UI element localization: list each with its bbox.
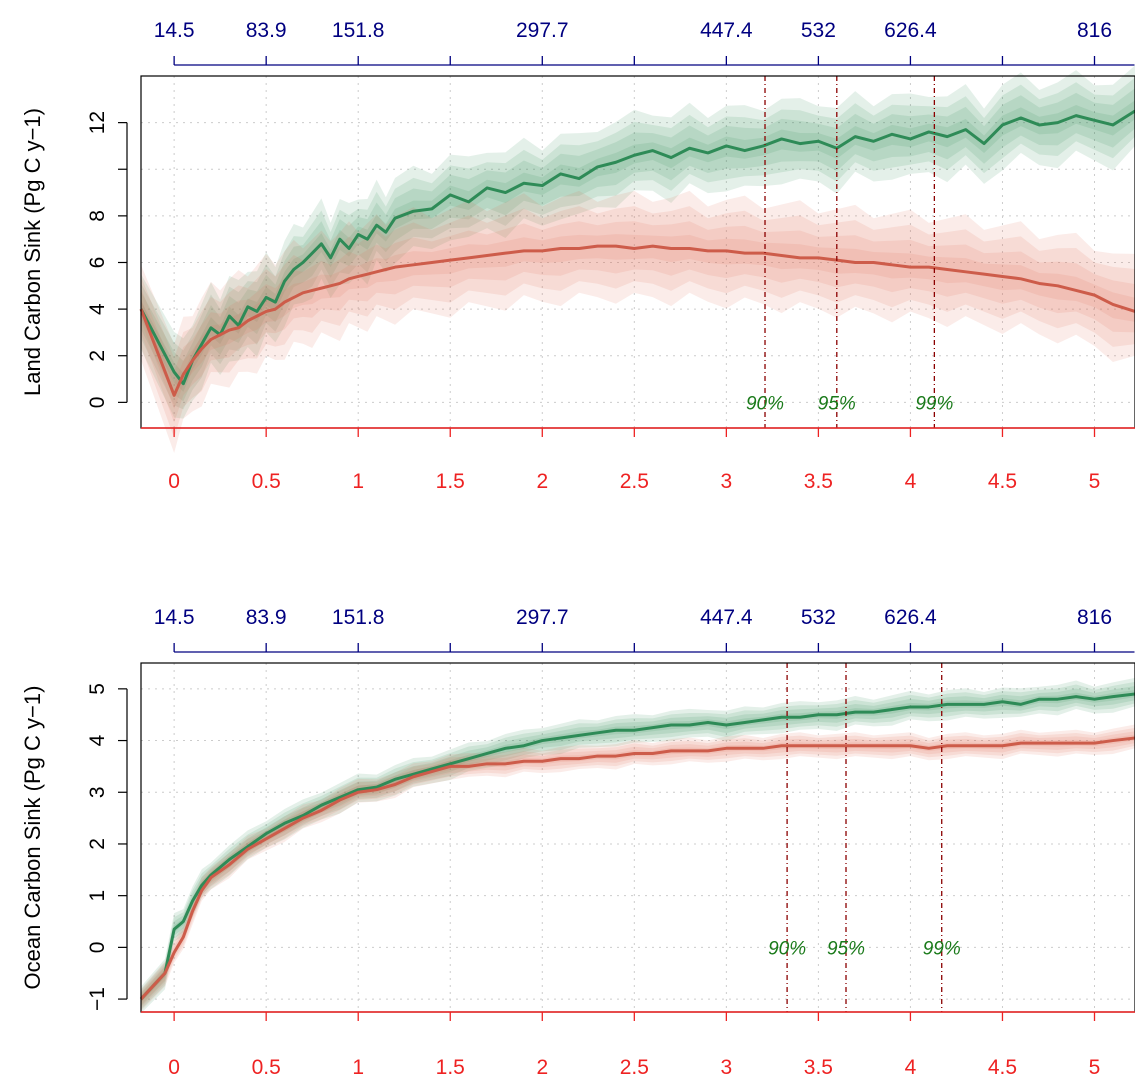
bottom-tick-label: 0.5 (252, 1056, 281, 1078)
bottom-tick-label: 3.5 (804, 470, 833, 493)
percentile-label: 99% (923, 938, 961, 959)
uncertainty-band-1 (141, 234, 1135, 410)
y-axis-label: Ocean Carbon Sink (Pg C y−1) (20, 686, 45, 990)
left-tick-label: 12 (86, 111, 109, 134)
top-tick-label: 447.4 (700, 606, 753, 629)
top-tick-label: 447.4 (700, 19, 753, 42)
left-tick-label: 4 (86, 303, 109, 315)
uncertainty-band-0 (141, 88, 1135, 402)
percentile-label: 90% (768, 938, 806, 959)
ocean-carbon-sink-panel: 90% 95% 99%0 0.5 1 1.5 2 2.5 3 3.5 4 4.5 514.5 83.9 15… (20, 606, 1135, 1078)
y-axis-label: Land Carbon Sink (Pg C y−1) (20, 108, 45, 396)
left-tick-label: 1 (86, 890, 109, 902)
uncertainty-band-0 (141, 100, 1135, 392)
top-tick-label: 151.8 (332, 19, 385, 42)
top-tick-label: 83.9 (246, 19, 287, 42)
bottom-tick-label: 0 (168, 1056, 180, 1078)
left-tick-label: 5 (86, 683, 109, 695)
left-tick-label: 8 (86, 210, 109, 222)
uncertainty-band-0 (141, 77, 1135, 410)
left-tick-label: 6 (86, 257, 109, 269)
bottom-tick-label: 4.5 (988, 470, 1017, 493)
bottom-tick-label: 5 (1089, 1056, 1101, 1078)
bottom-tick-label: 2 (536, 470, 548, 493)
left-tick-label: 2 (86, 838, 109, 850)
bottom-tick-label: 1 (352, 1056, 364, 1078)
top-tick-label: 297.7 (516, 606, 569, 629)
top-tick-label: 83.9 (246, 606, 287, 629)
bottom-tick-label: 1.5 (436, 1056, 465, 1078)
uncertainty-band-1 (141, 724, 1135, 1011)
bottom-tick-label: 0 (168, 470, 180, 493)
left-tick-label: 3 (86, 786, 109, 798)
uncertainty-band-0 (141, 65, 1135, 419)
left-tick-label: 4 (86, 734, 109, 746)
bottom-tick-label: 1.5 (436, 470, 465, 493)
left-tick-label: −1 (86, 987, 109, 1011)
bottom-tick-label: 4 (905, 1056, 917, 1078)
top-tick-label: 626.4 (884, 19, 937, 42)
top-tick-label: 816 (1077, 19, 1112, 42)
uncertainty-band-0 (141, 685, 1135, 1007)
bottom-tick-label: 1 (352, 470, 364, 493)
uncertainty-band-1 (141, 727, 1135, 1008)
bottom-tick-label: 0.5 (252, 470, 281, 493)
left-tick-label: 0 (86, 397, 109, 409)
bottom-tick-label: 3 (721, 470, 733, 493)
percentile-label: 95% (827, 938, 865, 959)
top-tick-label: 626.4 (884, 606, 937, 629)
top-tick-label: 816 (1077, 606, 1112, 629)
bottom-tick-label: 5 (1089, 470, 1101, 493)
top-tick-label: 532 (801, 19, 836, 42)
bottom-tick-label: 3.5 (804, 1056, 833, 1078)
top-tick-label: 151.8 (332, 606, 385, 629)
top-tick-label: 297.7 (516, 19, 569, 42)
uncertainty-band-1 (141, 731, 1135, 1006)
uncertainty-band-1 (141, 221, 1135, 423)
bottom-tick-label: 4 (905, 470, 917, 493)
left-tick-label: 0 (86, 942, 109, 954)
series-line-1 (139, 736, 1135, 1001)
percentile-label: 95% (818, 393, 856, 414)
bottom-tick-label: 2.5 (620, 1056, 649, 1078)
land-carbon-sink-panel: 90% 95% 99% 0 0.5 1 1.5 2 2.5 3 3.5 4 4.5 5 14.5 83.9 15… (20, 19, 1135, 493)
series-line-1 (139, 244, 1135, 397)
bottom-tick-label: 4.5 (988, 1056, 1017, 1078)
uncertainty-band-0 (141, 677, 1135, 1014)
uncertainty-band-1 (141, 734, 1135, 1003)
top-tick-label: 14.5 (154, 19, 195, 42)
percentile-label: 99% (915, 393, 953, 414)
percentile-label: 90% (746, 393, 784, 414)
uncertainty-band-1 (141, 190, 1135, 453)
series-line-0 (139, 109, 1135, 386)
left-tick-label: 2 (86, 350, 109, 362)
bottom-tick-label: 2.5 (620, 470, 649, 493)
top-tick-label: 532 (801, 606, 836, 629)
bottom-tick-label: 3 (721, 1056, 733, 1078)
series-line-0 (139, 692, 1135, 1001)
bottom-tick-label: 2 (536, 1056, 548, 1078)
top-tick-label: 14.5 (154, 606, 195, 629)
